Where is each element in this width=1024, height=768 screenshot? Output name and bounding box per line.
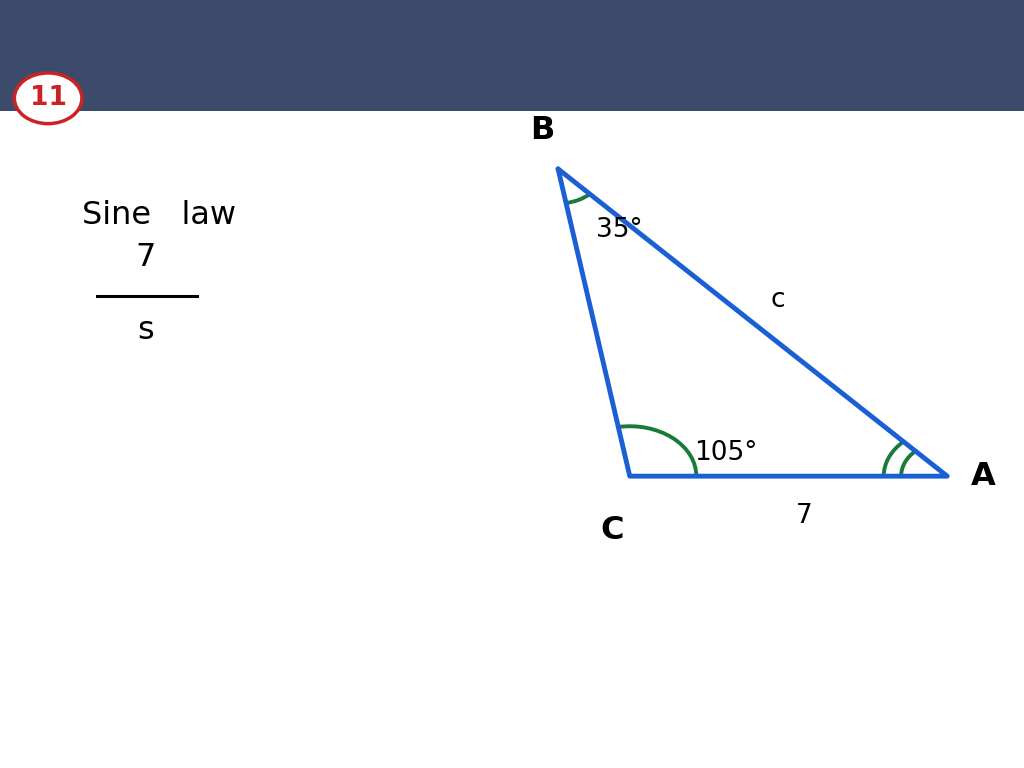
Text: C: C [601,515,624,545]
Circle shape [14,73,82,124]
Text: 7: 7 [796,503,812,529]
Text: s: s [137,315,154,346]
Text: A: A [971,461,995,492]
Text: 35°: 35° [596,217,643,243]
Text: Sine   law: Sine law [82,200,236,230]
Text: 11: 11 [30,85,67,111]
Text: c: c [771,286,785,313]
Text: 7: 7 [135,242,156,273]
FancyBboxPatch shape [0,0,1024,111]
Text: B: B [530,115,555,146]
Text: 105°: 105° [694,440,758,466]
